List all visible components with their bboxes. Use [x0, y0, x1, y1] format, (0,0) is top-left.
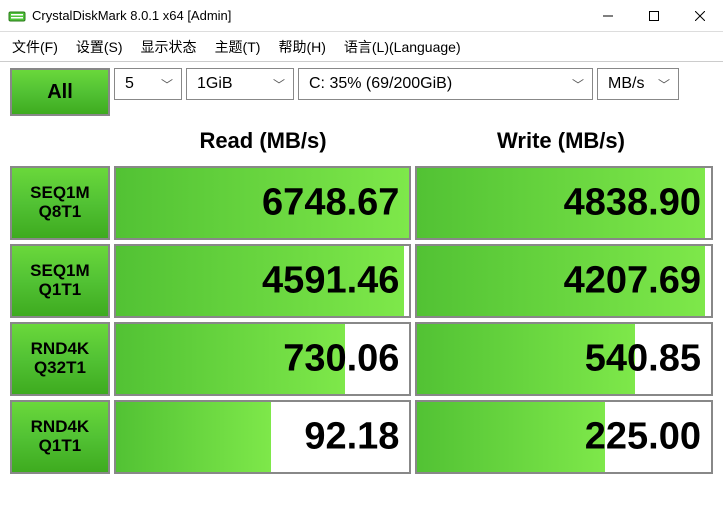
size-dropdown[interactable]: 1GiB ﹀ — [186, 68, 294, 100]
write-value: 4838.90 — [564, 182, 701, 225]
menu-file[interactable]: 文件(F) — [8, 35, 62, 59]
title-bar: CrystalDiskMark 8.0.1 x64 [Admin] — [0, 0, 723, 32]
menu-display[interactable]: 显示状态 — [137, 35, 201, 59]
read-cell: 92.18 — [114, 400, 412, 474]
write-value: 4207.69 — [564, 260, 701, 303]
unit-value: MB/s — [608, 75, 644, 93]
test-button[interactable]: RND4KQ1T1 — [10, 400, 110, 474]
bench-row: SEQ1MQ1T1 4591.46 4207.69 — [0, 244, 723, 318]
menu-theme[interactable]: 主题(T) — [211, 35, 265, 59]
drive-value: C: 35% (69/200GiB) — [309, 75, 452, 93]
menu-settings[interactable]: 设置(S) — [72, 35, 127, 59]
chevron-down-icon: ﹀ — [161, 76, 173, 93]
menu-bar: 文件(F) 设置(S) 显示状态 主题(T) 帮助(H) 语言(L)(Langu… — [0, 32, 723, 62]
test-label-line2: Q8T1 — [39, 203, 82, 222]
run-all-button[interactable]: All — [10, 68, 110, 116]
app-icon — [8, 7, 26, 25]
write-value: 540.85 — [585, 338, 701, 381]
controls-row: All 5 ﹀ 1GiB ﹀ C: 35% (69/200GiB) ﹀ MB/s… — [0, 62, 723, 118]
count-value: 5 — [125, 75, 134, 93]
menu-help[interactable]: 帮助(H) — [274, 35, 329, 59]
write-header: Write (MB/s) — [412, 122, 710, 162]
chevron-down-icon: ﹀ — [572, 76, 584, 93]
test-label-line2: Q1T1 — [39, 281, 82, 300]
read-cell: 4591.46 — [114, 244, 412, 318]
minimize-button[interactable] — [585, 0, 631, 32]
write-value: 225.00 — [585, 416, 701, 459]
write-cell: 540.85 — [415, 322, 713, 396]
test-label-line1: SEQ1M — [30, 184, 90, 203]
read-header: Read (MB/s) — [114, 122, 412, 162]
bench-row: SEQ1MQ8T1 6748.67 4838.90 — [0, 166, 723, 240]
read-cell: 730.06 — [114, 322, 412, 396]
test-label-line1: RND4K — [31, 340, 90, 359]
bench-row: RND4KQ1T1 92.18 225.00 — [0, 400, 723, 474]
bench-row: RND4KQ32T1 730.06 540.85 — [0, 322, 723, 396]
chevron-down-icon: ﹀ — [273, 76, 285, 93]
close-button[interactable] — [677, 0, 723, 32]
test-button[interactable]: SEQ1MQ1T1 — [10, 244, 110, 318]
menu-language[interactable]: 语言(L)(Language) — [340, 35, 465, 59]
test-label-line1: RND4K — [31, 418, 90, 437]
test-button[interactable]: RND4KQ32T1 — [10, 322, 110, 396]
read-value: 6748.67 — [262, 182, 399, 225]
header-row: Read (MB/s) Write (MB/s) — [0, 122, 723, 162]
write-cell: 4207.69 — [415, 244, 713, 318]
window-title: CrystalDiskMark 8.0.1 x64 [Admin] — [32, 8, 231, 23]
read-cell: 6748.67 — [114, 166, 412, 240]
test-label-line2: Q32T1 — [34, 359, 86, 378]
read-value: 4591.46 — [262, 260, 399, 303]
write-cell: 225.00 — [415, 400, 713, 474]
drive-dropdown[interactable]: C: 35% (69/200GiB) ﹀ — [298, 68, 593, 100]
write-fill — [417, 402, 605, 472]
maximize-button[interactable] — [631, 0, 677, 32]
unit-dropdown[interactable]: MB/s ﹀ — [597, 68, 679, 100]
test-label-line1: SEQ1M — [30, 262, 90, 281]
count-dropdown[interactable]: 5 ﹀ — [114, 68, 182, 100]
size-value: 1GiB — [197, 75, 233, 93]
chevron-down-icon: ﹀ — [658, 76, 670, 93]
test-button[interactable]: SEQ1MQ8T1 — [10, 166, 110, 240]
write-cell: 4838.90 — [415, 166, 713, 240]
read-value: 92.18 — [304, 416, 399, 459]
test-label-line2: Q1T1 — [39, 437, 82, 456]
read-value: 730.06 — [283, 338, 399, 381]
read-fill — [116, 402, 272, 472]
run-all-label: All — [47, 81, 73, 104]
